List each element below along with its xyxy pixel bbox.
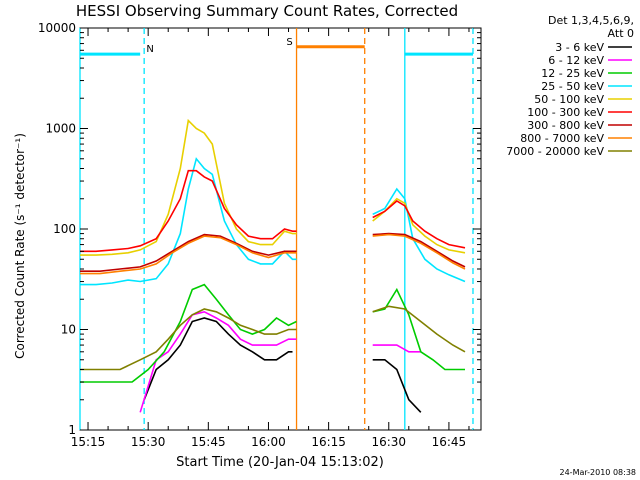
footer-timestamp: 24-Mar-2010 08:38 — [560, 468, 637, 477]
x-tick-label: 16:00 — [251, 435, 286, 449]
series-line — [143, 317, 293, 400]
chart-title: HESSI Observing Summary Count Rates, Cor… — [76, 2, 458, 20]
legend-header-line-1: Det 1,3,4,5,6,9, — [548, 14, 634, 27]
attenuator-lines — [79, 28, 474, 430]
series-line — [80, 308, 297, 371]
series-line — [139, 310, 297, 413]
interval-markers: NS — [80, 37, 473, 56]
legend-entry-label: 3 - 6 keV — [555, 41, 604, 54]
x-tick-label: 15:45 — [191, 435, 226, 449]
series-line — [80, 233, 297, 273]
x-tick-label: 16:45 — [432, 435, 467, 449]
legend-entry-label: 6 - 12 keV — [548, 54, 604, 67]
x-tick-label: 16:30 — [371, 435, 406, 449]
x-tick-label: 15:30 — [131, 435, 166, 449]
x-axis-label: Start Time (20-Jan-04 15:13:02) — [176, 455, 384, 470]
legend-entry-label: 100 - 300 keV — [527, 106, 604, 119]
interval-label: N — [146, 44, 153, 55]
series-line-after-gap — [372, 200, 466, 249]
legend-entry-label: 800 - 7000 keV — [520, 132, 604, 145]
x-tick-label: 16:15 — [311, 435, 346, 449]
legend-entry-label: 50 - 100 keV — [534, 93, 604, 106]
y-axis-ticks: 1 10 100 1000 10000 — [38, 21, 481, 437]
series-layer — [80, 118, 466, 413]
y-axis-label: Corrected Count Rate (s⁻¹ detector⁻¹) — [13, 133, 27, 359]
legend-entry-label: 300 - 800 keV — [527, 119, 604, 132]
x-axis-ticks: 15:15 15:30 15:45 16:00 16:15 16:30 16:45 — [71, 28, 470, 449]
x-tick-label: 15:15 — [71, 435, 106, 449]
series-line — [80, 157, 297, 286]
y-tick-label: 1000 — [45, 122, 76, 136]
y-tick-label: 10000 — [38, 21, 76, 35]
series-line — [80, 283, 297, 383]
y-tick-label: 10 — [61, 323, 76, 337]
series-line-after-gap — [372, 305, 466, 353]
series-line-after-gap — [372, 233, 466, 270]
series-line — [80, 169, 297, 253]
legend-entry-label: 7000 - 20000 keV — [506, 145, 604, 158]
legend-entry-label: 12 - 25 keV — [541, 67, 604, 80]
series-line-after-gap — [372, 287, 465, 371]
interval-label: S — [286, 37, 292, 48]
legend-entry-label: 25 - 50 keV — [541, 80, 604, 93]
series-line-after-gap — [372, 344, 421, 353]
legend-header-line-2: Att 0 — [608, 27, 634, 40]
y-tick-label: 1 — [68, 423, 76, 437]
series-line-after-gap — [372, 232, 466, 268]
y-tick-label: 100 — [53, 222, 76, 236]
series-line — [80, 235, 297, 275]
series-line-after-gap — [372, 358, 422, 413]
series-line — [80, 118, 297, 256]
